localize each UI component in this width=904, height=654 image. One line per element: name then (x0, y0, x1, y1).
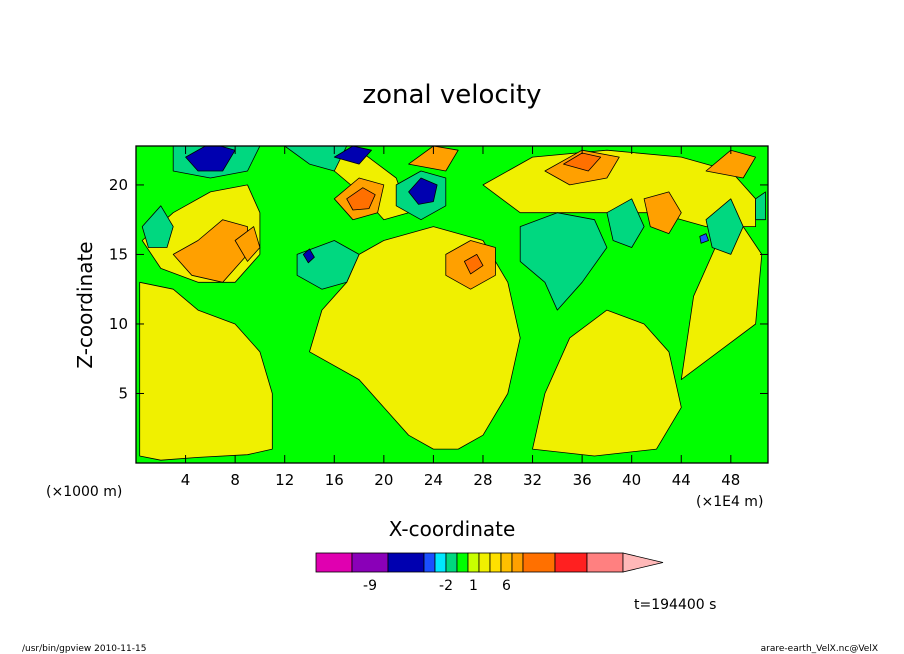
plot-frame (135, 145, 769, 464)
contour-region-30 (302, 248, 315, 264)
colorbar-label: -2 (439, 578, 453, 594)
x-axis-ticks: 4 8 12 16 20 24 28 32 36 40 44 48 (181, 146, 740, 489)
colorbar-segment (445, 552, 458, 573)
contour-region-17 (464, 254, 484, 275)
colorbar-label: 1 (469, 578, 478, 594)
x-tick-label: 8 (230, 471, 240, 489)
contour-region-28 (333, 146, 372, 165)
colorbar-segment (478, 552, 491, 573)
contour-region-26 (755, 191, 766, 221)
contour-region-15 (346, 187, 376, 211)
colorbar-segment (586, 552, 624, 573)
colorbar-label: 6 (502, 578, 511, 594)
y-tick-label: 10 (109, 315, 128, 333)
x-tick-label: 4 (181, 471, 191, 489)
contour-region-25 (705, 198, 744, 255)
contour-region-31 (699, 233, 709, 244)
colorbar-label: -9 (363, 578, 377, 594)
x-tick-label: 44 (672, 471, 691, 489)
colorbar-segment (554, 552, 588, 573)
x-tick-label: 12 (275, 471, 294, 489)
plot-area (135, 145, 769, 464)
x-tick-label: 24 (424, 471, 443, 489)
colorbar-segment (351, 552, 389, 573)
y-axis-ticks: 5 10 15 20 (109, 176, 768, 402)
x-axis-unit-right: (×1E4 m) (696, 494, 763, 510)
colorbar-arrow (622, 552, 664, 573)
colorbar-segment (423, 552, 436, 573)
contour-region-21 (284, 146, 348, 172)
contour-region-11 (408, 146, 459, 172)
contour-regions (139, 146, 766, 461)
contour-region-0 (139, 281, 273, 461)
contour-region-29 (408, 177, 438, 205)
x-tick-label: 48 (721, 471, 740, 489)
colorbar-segment (387, 552, 425, 573)
contour-region-23 (519, 212, 608, 311)
colorbar-segment (456, 552, 469, 573)
colorbar (315, 552, 664, 573)
colorbar-labels: -9 -2 1 6 (363, 578, 511, 594)
contour-region-24 (606, 198, 645, 248)
y-tick-label: 15 (109, 245, 128, 263)
x-tick-label: 32 (523, 471, 542, 489)
contour-region-27 (185, 146, 236, 172)
contour-region-18 (141, 205, 174, 248)
x-axis-label: X-coordinate (389, 517, 516, 541)
contour-region-12 (643, 191, 682, 234)
colorbar-segment (522, 552, 556, 573)
colorbar-segment (511, 552, 524, 573)
colorbar-segment (315, 552, 353, 573)
contour-region-2 (532, 309, 682, 457)
chart-title: zonal velocity (362, 80, 541, 110)
y-tick-label: 5 (118, 384, 128, 402)
footer-left: /usr/bin/gpview 2010-11-15 (22, 644, 146, 654)
contour-region-16 (563, 152, 602, 172)
x-tick-label: 20 (374, 471, 393, 489)
time-label: t=194400 s (634, 597, 716, 613)
x-tick-label: 16 (325, 471, 344, 489)
contour-region-3 (680, 226, 763, 380)
y-axis-label: Z-coordinate (73, 241, 97, 368)
colorbar-segment (489, 552, 502, 573)
x-tick-label: 28 (473, 471, 492, 489)
colorbar-segment (434, 552, 447, 573)
contour-region-14 (234, 226, 261, 262)
contour-region-20 (296, 240, 360, 290)
colorbar-segment (467, 552, 480, 573)
colorbar-segment (500, 552, 513, 573)
x-axis-unit-left: (×1000 m) (46, 484, 122, 500)
contour-region-13 (705, 149, 756, 179)
y-tick-label: 20 (109, 176, 128, 194)
x-tick-label: 36 (573, 471, 592, 489)
footer-right: arare-earth_VelX.nc@VelX (761, 644, 878, 654)
x-tick-label: 40 (622, 471, 641, 489)
